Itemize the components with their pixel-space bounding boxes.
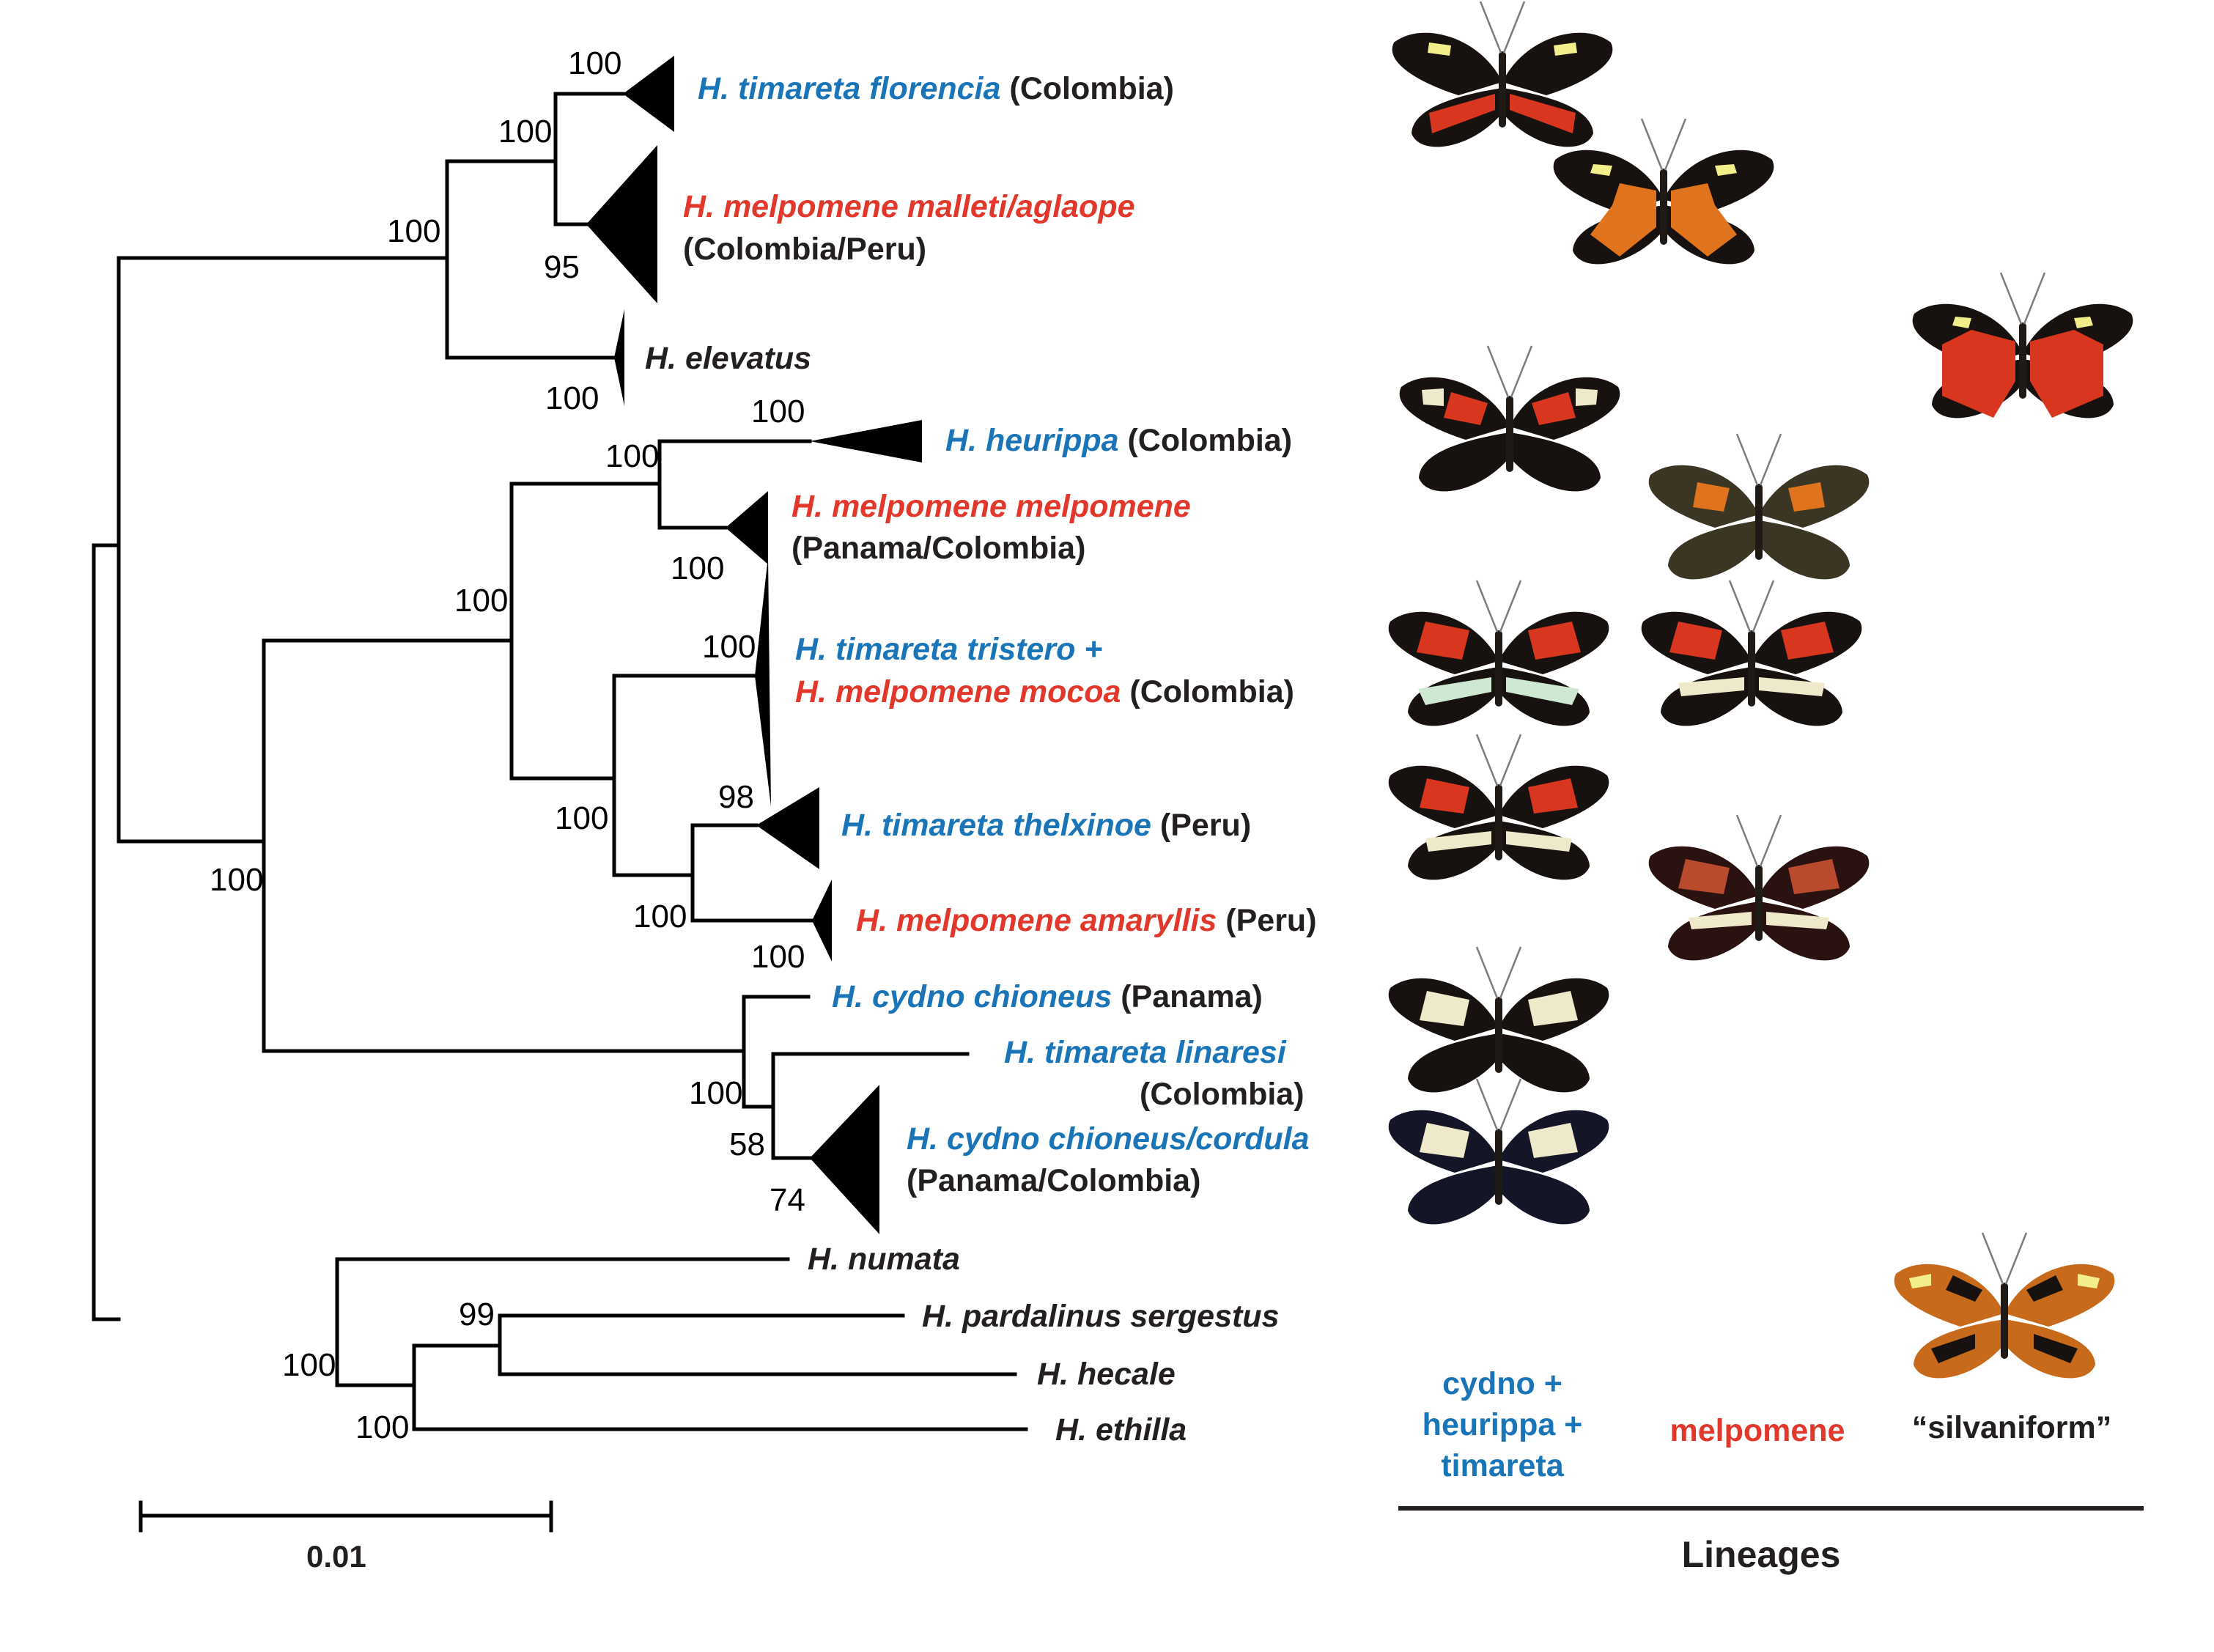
support-mid-node: 100 <box>454 583 508 619</box>
hecale-ethilla-branch <box>412 1343 1028 1431</box>
support-melpomene: 100 <box>671 550 724 586</box>
butterfly-silvaniform <box>1893 1231 2116 1379</box>
heurippa-node-branch <box>657 439 812 530</box>
label-florencia: H. timareta florencia (Colombia) <box>698 71 1174 106</box>
clade-triangle-thelxinoe <box>756 787 819 869</box>
scale-bar-line <box>139 1500 553 1533</box>
butterfly-tristero <box>1387 579 1610 727</box>
pardalinus-hecale-branch <box>498 1313 1017 1376</box>
label-linaresi: H. timareta linaresi <box>1004 1035 1287 1070</box>
support-values: 100 100 95 100 100 100 100 100 100 100 9… <box>210 45 805 1445</box>
collapsed-clades <box>586 56 922 1234</box>
label-melpomene: H. melpomene melpomene <box>791 489 1191 524</box>
fw-band <box>1428 43 1577 56</box>
butterfly-heurippa <box>1398 344 1621 493</box>
lineage-melpomene: melpomene <box>1670 1413 1845 1448</box>
clade-triangle-heurippa <box>810 420 922 462</box>
support-thelxinoe-amaryllis: 100 <box>633 899 687 934</box>
label-numata: H. numata <box>808 1242 960 1277</box>
butterfly-malleti <box>1552 117 1775 265</box>
butterfly-amaryllis <box>1647 814 1870 962</box>
label-tristero: H. timareta tristero + <box>795 632 1102 667</box>
label-elevatus: H. elevatus <box>645 341 811 376</box>
scale-bar: 0.01 <box>139 1500 553 1574</box>
mid-node-branch <box>509 482 662 781</box>
clade-triangle-melpomene <box>726 491 768 564</box>
big-node-branch <box>262 638 746 1053</box>
label-cordula-region: (Panama/Colombia) <box>907 1163 1200 1198</box>
lineage-cydno-line-1: cydno + <box>1442 1366 1562 1401</box>
support-amaryllis: 100 <box>751 939 805 975</box>
support-tristero: 100 <box>702 629 756 665</box>
label-mocoa: H. melpomene mocoa (Colombia) <box>795 674 1294 709</box>
label-linaresi-region: (Colombia) <box>1140 1077 1305 1112</box>
support-big-node: 100 <box>210 862 263 898</box>
hw-rays <box>1429 94 1576 133</box>
lineage-silvaniform: “silvaniform” <box>1912 1410 2111 1445</box>
butterfly-chioneus <box>1387 945 1610 1094</box>
support-florencia: 100 <box>568 45 621 81</box>
label-hecale: H. hecale <box>1037 1357 1176 1392</box>
clade-triangle-elevatus <box>614 309 624 406</box>
butterfly-pictures <box>1387 0 2134 1379</box>
butterfly-thelxinoe <box>1387 733 1610 881</box>
thelxinoe-amaryllis-branch <box>690 823 814 923</box>
root-branch <box>92 543 121 1321</box>
butterfly-elevatus <box>1911 271 2134 419</box>
label-cordula: H. cydno chioneus/cordula <box>907 1121 1310 1157</box>
lineage-cydno-line-3: timareta <box>1441 1448 1564 1483</box>
lineages-legend: cydno + heurippa + timareta melpomene “s… <box>1398 1366 2144 1575</box>
support-linaresi-cordula: 58 <box>729 1126 765 1162</box>
clade-triangle-tristero <box>755 557 771 806</box>
timareta-clade-branch <box>612 674 757 877</box>
ingroup-branch <box>117 256 449 844</box>
label-malleti: H. melpomene malleti/aglaope <box>683 189 1135 224</box>
label-thelxinoe: H. timareta thelxinoe (Peru) <box>841 808 1251 843</box>
label-melpomene-region: (Panama/Colombia) <box>791 531 1085 566</box>
support-malleti: 95 <box>544 249 580 285</box>
support-melp-node: 100 <box>498 114 552 150</box>
butterfly-cordula <box>1387 1077 1610 1225</box>
support-heurippa-node: 100 <box>605 438 659 474</box>
lineages-title: Lineages <box>1682 1534 1841 1575</box>
support-thelxinoe-node: 98 <box>718 779 754 815</box>
clade-triangle-amaryllis <box>812 880 832 962</box>
clade-triangle-cordula <box>810 1085 879 1234</box>
clade-triangle-malleti <box>586 145 657 303</box>
butterfly-melpomene <box>1647 432 1870 580</box>
lineage-cydno-line-2: heurippa + <box>1423 1407 1583 1442</box>
butterfly-mocoa <box>1640 579 1863 727</box>
outgroup-node-branch <box>335 1257 790 1387</box>
scale-bar-label: 0.01 <box>306 1539 366 1574</box>
support-cydno-node: 100 <box>689 1075 742 1111</box>
clade-triangle-florencia <box>623 56 674 132</box>
support-hecale-ethilla: 100 <box>355 1409 409 1445</box>
taxon-labels: H. timareta florencia (Colombia) H. melp… <box>645 71 1317 1448</box>
cydno-node-branch <box>742 995 811 1109</box>
label-heurippa: H. heurippa (Colombia) <box>945 423 1292 458</box>
support-heurippa: 100 <box>751 394 805 429</box>
support-mel-elev: 100 <box>387 213 440 249</box>
malleti-florencia-branch <box>553 92 625 226</box>
support-elevatus: 100 <box>545 380 599 416</box>
support-timareta-clade: 100 <box>555 800 608 836</box>
label-malleti-region: (Colombia/Peru) <box>683 232 926 267</box>
linaresi-cordula-branch <box>771 1052 970 1160</box>
support-cordula: 74 <box>770 1182 805 1218</box>
tree-branches <box>92 92 1028 1431</box>
label-pardalinus: H. pardalinus sergestus <box>922 1299 1280 1334</box>
label-amaryllis: H. melpomene amaryllis (Peru) <box>856 903 1317 938</box>
elevatus-clade-branch <box>445 159 616 360</box>
label-chioneus: H. cydno chioneus (Panama) <box>832 979 1263 1014</box>
support-pardalinus-node: 99 <box>459 1297 495 1332</box>
butterfly-florencia <box>1391 0 1614 148</box>
support-outgroup-node: 100 <box>282 1347 336 1383</box>
label-ethilla: H. ethilla <box>1055 1412 1187 1448</box>
